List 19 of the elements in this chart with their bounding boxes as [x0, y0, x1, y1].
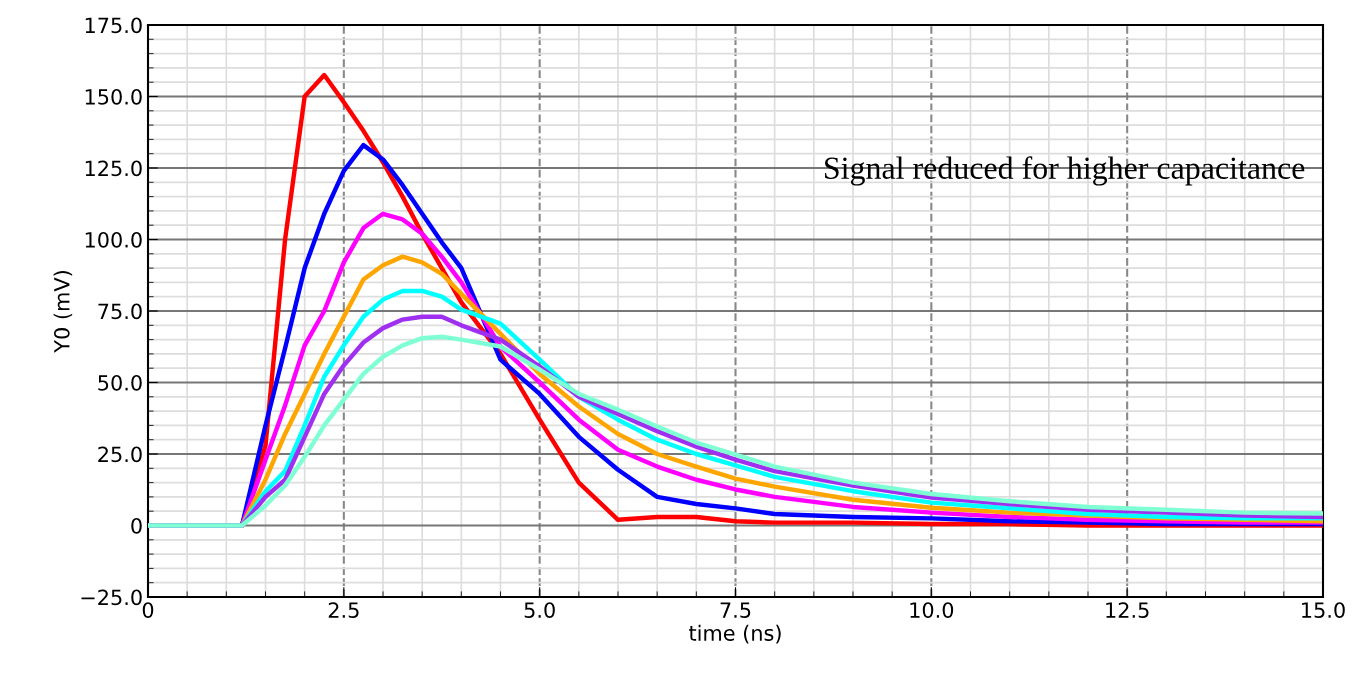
y-tick-label: 50.0	[98, 374, 142, 391]
y-axis-title: Y0 (mV)	[53, 271, 73, 353]
y-tick-label: 175.0	[85, 17, 142, 34]
x-tick-label: 5.0	[524, 602, 555, 618]
x-tick-label: 2.5	[328, 602, 359, 618]
y-tick-label: 125.0	[85, 160, 142, 177]
x-tick-label: 0	[142, 602, 154, 618]
x-tick-label: 15.0	[1302, 602, 1345, 618]
annotation: Signal reduced for higher capacitance	[825, 156, 1305, 186]
x-tick-label: 12.5	[1106, 602, 1149, 618]
y-tick-label: 100.0	[85, 231, 142, 248]
x-tick-label: 7.5	[720, 602, 751, 618]
y-tick-label: 0	[131, 517, 142, 534]
y-tick-label: 150.0	[85, 88, 142, 105]
x-tick-label: 10.0	[910, 602, 954, 618]
x-axis-title: time (ns)	[689, 624, 781, 644]
y-tick-label: 25.0	[98, 446, 142, 463]
y-tick-label: −25.0	[81, 589, 142, 606]
y-tick-label: 75.0	[98, 303, 142, 320]
